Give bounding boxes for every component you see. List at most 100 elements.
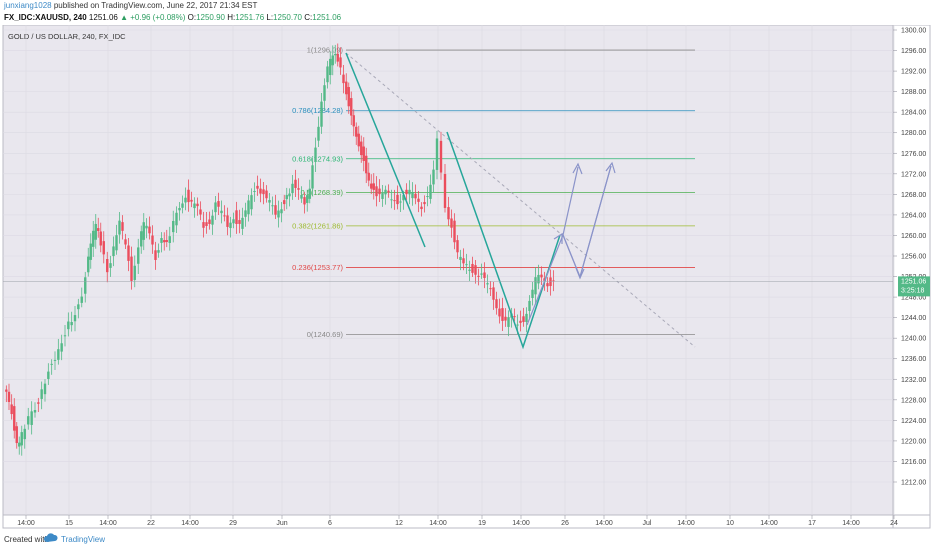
candle-body xyxy=(546,283,549,287)
price-chart[interactable]: GOLD / US DOLLAR, 240, FX_IDC 1(1296.09)… xyxy=(0,25,932,530)
candle-body xyxy=(396,194,399,205)
candle-body xyxy=(99,231,102,246)
candles xyxy=(5,43,555,456)
candle-body xyxy=(329,58,332,76)
candle-body xyxy=(540,274,543,278)
candle-body xyxy=(519,320,522,323)
candle-body xyxy=(420,206,423,210)
candle-body xyxy=(384,189,387,195)
fib-label: 0.236(1253.77) xyxy=(292,263,343,272)
last-price: 1251.06 xyxy=(88,13,118,22)
candle-body xyxy=(196,203,199,207)
candle-body xyxy=(172,220,175,233)
dashed-trendline[interactable] xyxy=(345,52,696,348)
candle-body xyxy=(414,193,417,199)
candle-body xyxy=(381,193,384,199)
candle-body xyxy=(205,222,208,226)
projection-arrows[interactable] xyxy=(526,161,616,326)
candle-body xyxy=(291,183,294,194)
x-tick-label: 22 xyxy=(147,520,155,527)
candle-body xyxy=(411,192,414,199)
candle-body xyxy=(423,202,426,205)
time-axis[interactable]: 14:00 15 14:00 22 14:00 29 Jun 6 12 14:00 19 14:00 2… xyxy=(17,515,898,527)
candle-body xyxy=(399,201,402,203)
countdown-label: 3:25:18 xyxy=(901,287,924,294)
last-price-badge: 1251.06 3:25:18 xyxy=(898,276,930,297)
candle-body xyxy=(326,66,329,83)
candle-body xyxy=(23,428,26,440)
candle-body xyxy=(73,315,77,322)
fibonacci-retracement[interactable]: 1(1296.09) 0.786(1284.28) 0.618(1274.93) 0.… xyxy=(292,46,695,340)
candle-body xyxy=(507,317,510,327)
arrow-head-1 xyxy=(572,162,583,175)
candle-body xyxy=(208,219,211,224)
candle-body xyxy=(262,189,265,195)
close-label: C: xyxy=(304,13,313,22)
candle-body xyxy=(489,288,492,290)
candle-body xyxy=(43,383,47,395)
change-text: ▲ +0.96 (+0.08%) xyxy=(120,13,186,22)
candle-body xyxy=(474,265,477,275)
candle-body xyxy=(238,220,241,224)
candle-body xyxy=(443,174,447,208)
fib-label: 0(1240.69) xyxy=(307,330,344,339)
y-tick-label: 1256.00 xyxy=(901,254,926,261)
candle-body xyxy=(97,228,100,231)
candle-body xyxy=(480,273,483,275)
footer-brand[interactable]: TradingView xyxy=(61,535,106,544)
published-text: published on TradingView.com, June 22, 2… xyxy=(53,1,258,10)
y-tick-label: 1300.00 xyxy=(901,28,926,35)
candle-body xyxy=(148,226,151,234)
author-link[interactable]: junxiang1028 xyxy=(4,1,52,10)
arrow-head-4 xyxy=(575,267,585,280)
candle-body xyxy=(405,189,408,195)
candle-body xyxy=(360,141,363,156)
candle-body xyxy=(193,203,196,209)
x-tick-label: 14:00 xyxy=(677,520,695,527)
candle-body xyxy=(516,324,519,326)
high-label: H: xyxy=(227,13,236,22)
candle-body xyxy=(390,199,393,201)
candle-body xyxy=(235,210,238,224)
candle-body xyxy=(106,259,109,273)
x-tick-label: Jun xyxy=(276,520,287,527)
candle-body xyxy=(244,210,247,217)
y-tick-label: 1276.00 xyxy=(901,151,926,158)
candle-body xyxy=(84,277,87,294)
footer: Created with TradingView xyxy=(0,530,932,550)
candle-body xyxy=(357,133,360,147)
candle-body xyxy=(317,126,320,141)
price-axis[interactable]: 1300.00 1296.00 1292.00 1288.00 1284.00 1280.… xyxy=(893,28,926,487)
fib-label: 0.786(1284.28) xyxy=(292,106,343,115)
candle-body xyxy=(498,308,501,317)
candle-body xyxy=(334,54,337,56)
candle-body xyxy=(118,220,121,235)
y-tick-label: 1228.00 xyxy=(901,397,926,404)
candle-body xyxy=(92,230,95,247)
candle-body xyxy=(468,269,471,271)
candle-body xyxy=(184,197,187,203)
candle-body xyxy=(525,313,528,322)
candle-body xyxy=(160,238,163,243)
y-tick-label: 1232.00 xyxy=(901,377,926,384)
candle-body xyxy=(483,272,486,278)
candle-body xyxy=(130,256,133,281)
candle-body xyxy=(504,316,507,321)
candle-body xyxy=(154,250,157,260)
candle-body xyxy=(265,190,268,199)
y-tick-label: 1284.00 xyxy=(901,110,926,117)
candle-body xyxy=(102,241,105,255)
trend-line-1[interactable] xyxy=(345,52,426,248)
arrow-head-2 xyxy=(605,161,616,174)
candle-body xyxy=(5,389,8,392)
x-tick-label: 14:00 xyxy=(429,520,447,527)
x-tick-label: 14:00 xyxy=(842,520,860,527)
candle-body xyxy=(165,240,168,243)
candle-body xyxy=(552,280,555,282)
candle-body xyxy=(50,363,53,365)
candle-body xyxy=(314,147,317,162)
candle-body xyxy=(537,274,540,284)
y-tick-label: 1212.00 xyxy=(901,480,926,487)
open-value: 1250.90 xyxy=(196,13,225,22)
x-tick-label: 14:00 xyxy=(512,520,530,527)
